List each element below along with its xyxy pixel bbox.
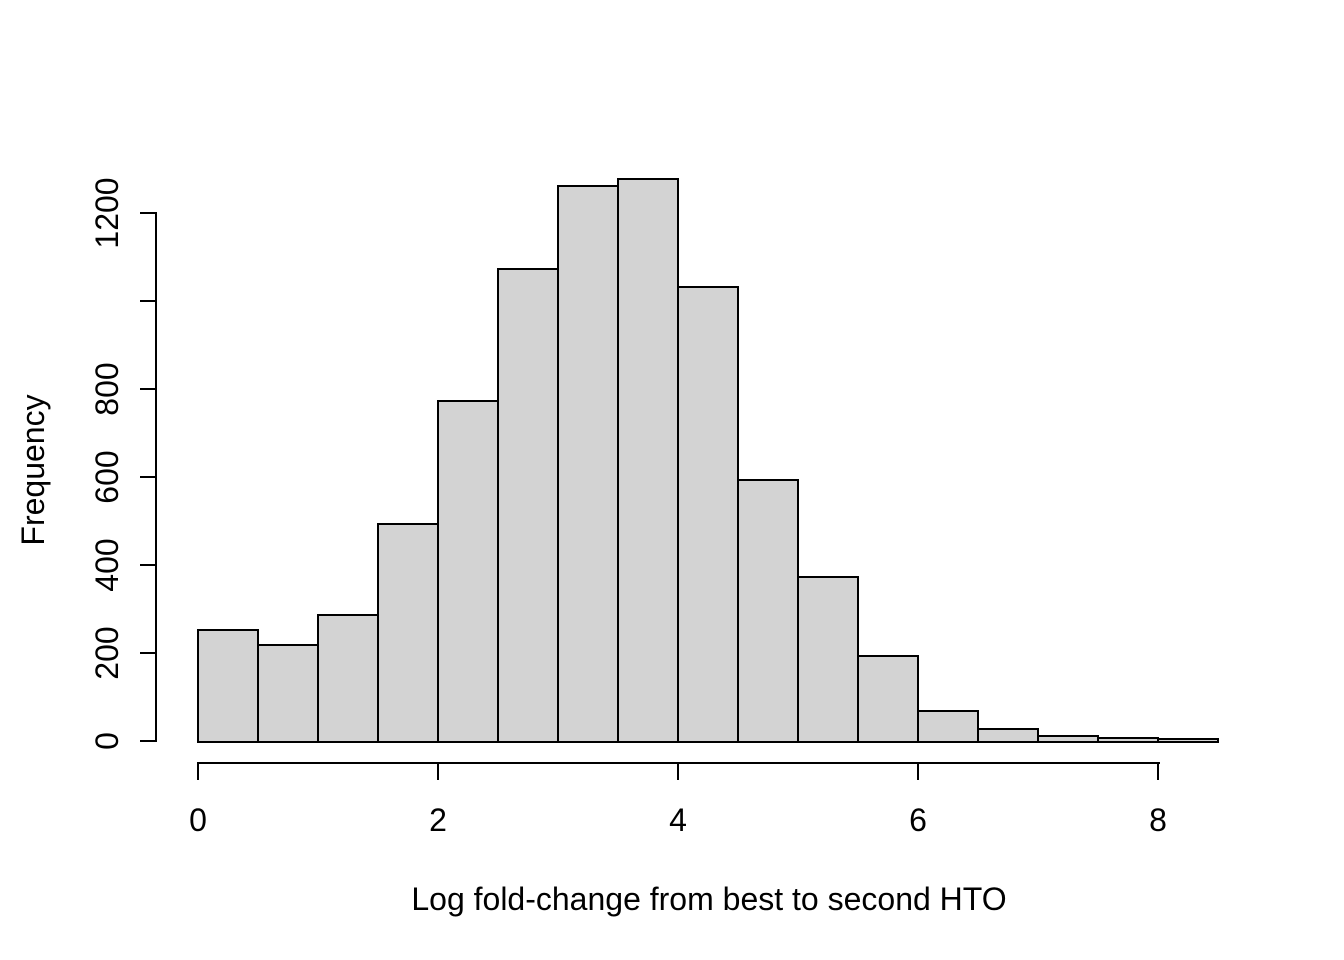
x-tick [197,763,199,780]
y-tick [140,388,155,390]
histogram-bar [257,644,319,743]
histogram-bar [977,728,1039,743]
histogram-bar [197,629,259,743]
histogram-bar [1097,737,1159,743]
y-tick-label: 600 [89,450,125,504]
x-tick-label: 4 [669,802,687,838]
histogram-bar [497,268,559,743]
histogram-bar [437,400,499,743]
x-tick-label: 0 [189,802,207,838]
histogram-bar [1157,738,1219,743]
x-tick [437,763,439,780]
histogram-bar [917,710,979,743]
x-tick [677,763,679,780]
y-tick [140,740,155,742]
y-tick [140,652,155,654]
histogram-bar [857,655,919,743]
y-tick-label: 800 [89,362,125,416]
y-tick-label: 200 [89,626,125,680]
y-tick-label: 400 [89,538,125,592]
histogram-bar [1037,735,1099,743]
histogram-bar [557,185,619,743]
x-axis-title: Log fold-change from best to second HTO [411,881,1007,917]
histogram-bar [737,479,799,743]
y-tick-label: 0 [89,732,125,750]
y-axis-title: Frequency [15,394,51,546]
histogram-bar [377,523,439,743]
y-axis-line [155,212,157,742]
histogram-bar [797,576,859,743]
y-tick [140,564,155,566]
histogram-bar [617,178,679,743]
histogram-bar [677,286,739,743]
x-tick-label: 2 [429,802,447,838]
y-tick-label: 1200 [89,177,125,249]
y-tick [140,476,155,478]
y-tick [140,212,155,214]
x-tick [917,763,919,780]
x-tick-label: 6 [909,802,927,838]
y-tick [140,300,155,302]
histogram-bar [317,614,379,743]
x-tick [1157,763,1159,780]
x-tick-label: 8 [1149,802,1167,838]
